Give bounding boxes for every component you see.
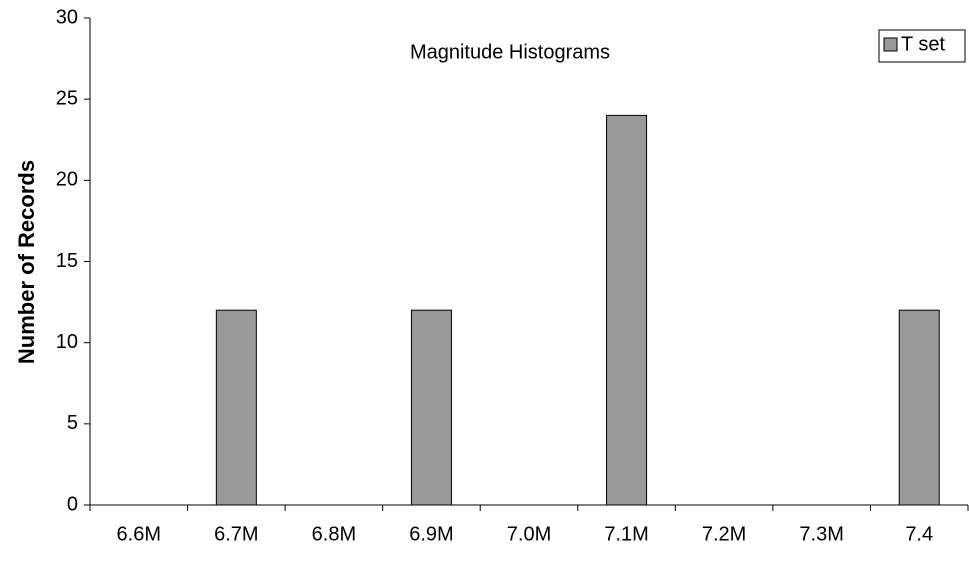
y-tick-label: 10: [56, 331, 78, 353]
bar: [898, 309, 940, 506]
bar: [215, 309, 257, 506]
x-tick-label: 7.1M: [604, 523, 648, 545]
y-tick-label: 0: [67, 493, 78, 515]
x-tick-label: 6.7M: [214, 523, 258, 545]
y-tick-label: 5: [67, 412, 78, 434]
x-tick-label: 6.9M: [409, 523, 453, 545]
y-tick-label: 30: [56, 6, 78, 28]
y-tick-label: 20: [56, 169, 78, 191]
x-tick-label: 6.6M: [117, 523, 161, 545]
x-tick-label: 7.3M: [799, 523, 843, 545]
x-tick-label: 6.8M: [312, 523, 356, 545]
bar: [410, 309, 452, 506]
x-tick-label: 7.2M: [702, 523, 746, 545]
y-tick-label: 15: [56, 250, 78, 272]
x-tick-label: 7.0M: [507, 523, 551, 545]
x-tick-label: 7.4: [905, 523, 933, 545]
legend-swatch: [883, 37, 898, 52]
y-axis-label: Number of Records: [14, 160, 39, 364]
bar: [606, 114, 648, 506]
y-tick-label: 25: [56, 87, 78, 109]
legend-label: T set: [901, 33, 946, 55]
chart-title: Magnitude Histograms: [410, 41, 610, 63]
